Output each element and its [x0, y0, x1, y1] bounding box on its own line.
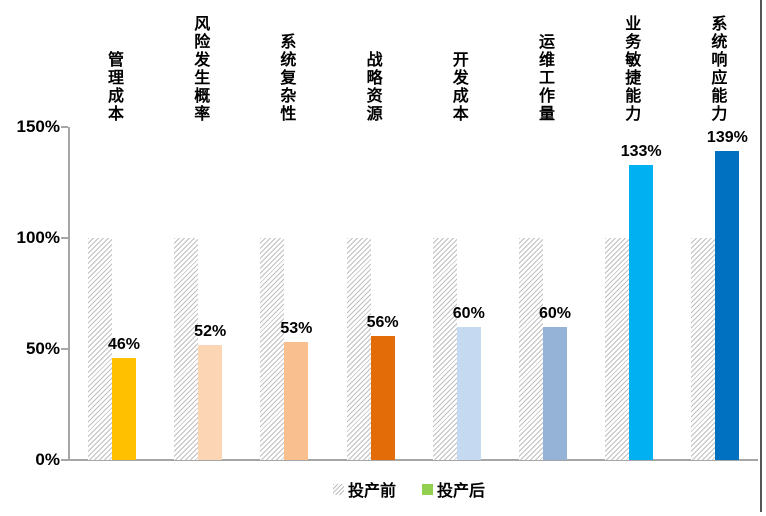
- bar-before-production: [691, 238, 716, 460]
- category-label: 风险发生概率: [191, 15, 209, 123]
- legend-item-before-production: 投产前: [332, 477, 396, 501]
- y-axis-tick-label: 0%: [35, 450, 60, 469]
- legend-label-before-production: 投产前: [347, 483, 396, 500]
- category-label: 开发成本: [449, 51, 467, 123]
- y-axis-tick: [61, 126, 68, 128]
- bar-value-label: 56%: [366, 313, 399, 331]
- bar-after-production: [629, 164, 654, 460]
- bar-after-production: [543, 326, 567, 460]
- category-label: 系统响应能力: [708, 15, 726, 123]
- category-label: 系统复杂性: [277, 33, 295, 123]
- bar-after-production: [284, 342, 309, 460]
- bar-before-production: [432, 238, 457, 460]
- bar-after-production: [370, 335, 395, 460]
- chart-legend: 投产前 投产后: [60, 476, 758, 502]
- bar-before-production: [346, 238, 371, 460]
- legend-label-after-production: 投产后: [437, 483, 486, 500]
- legend-item-after-production: 投产后: [422, 477, 485, 501]
- bar-after-production: [198, 344, 223, 460]
- y-axis-tick: [61, 237, 68, 239]
- y-axis-tick: [61, 459, 68, 461]
- bar-value-label: 53%: [280, 320, 313, 338]
- y-axis-line: [68, 127, 70, 460]
- bar-before-production: [174, 238, 199, 460]
- category-label: 战略资源: [363, 51, 381, 123]
- bar-before-production: [88, 238, 112, 460]
- bar-value-label: 139%: [706, 129, 748, 147]
- category-label: 业务敏捷能力: [622, 15, 640, 123]
- y-axis-tick-label: 50%: [25, 339, 60, 358]
- y-axis-tick-label: 100%: [16, 228, 60, 247]
- bar-before-production: [605, 238, 630, 460]
- legend-swatch-solid-icon: [422, 483, 433, 495]
- category-label: 运维工作量: [536, 33, 553, 123]
- bar-after-production: [715, 151, 740, 460]
- bar-value-label: 60%: [452, 304, 485, 322]
- window-right-edge: [760, 0, 762, 512]
- legend-swatch-hatched-icon: [332, 483, 344, 495]
- bar-after-production: [112, 357, 136, 460]
- bar-value-label: 133%: [620, 142, 662, 160]
- bar-value-label: 60%: [538, 304, 572, 322]
- x-axis-line: [68, 459, 758, 461]
- bar-after-production: [456, 326, 481, 460]
- bar-before-production: [519, 238, 543, 460]
- y-axis-tick: [61, 348, 68, 350]
- bar-value-label: 52%: [194, 322, 227, 340]
- category-label: 管理成本: [105, 51, 122, 123]
- bar-value-label: 46%: [107, 335, 141, 353]
- y-axis-tick-label: 150%: [16, 117, 60, 136]
- bar-before-production: [260, 238, 285, 460]
